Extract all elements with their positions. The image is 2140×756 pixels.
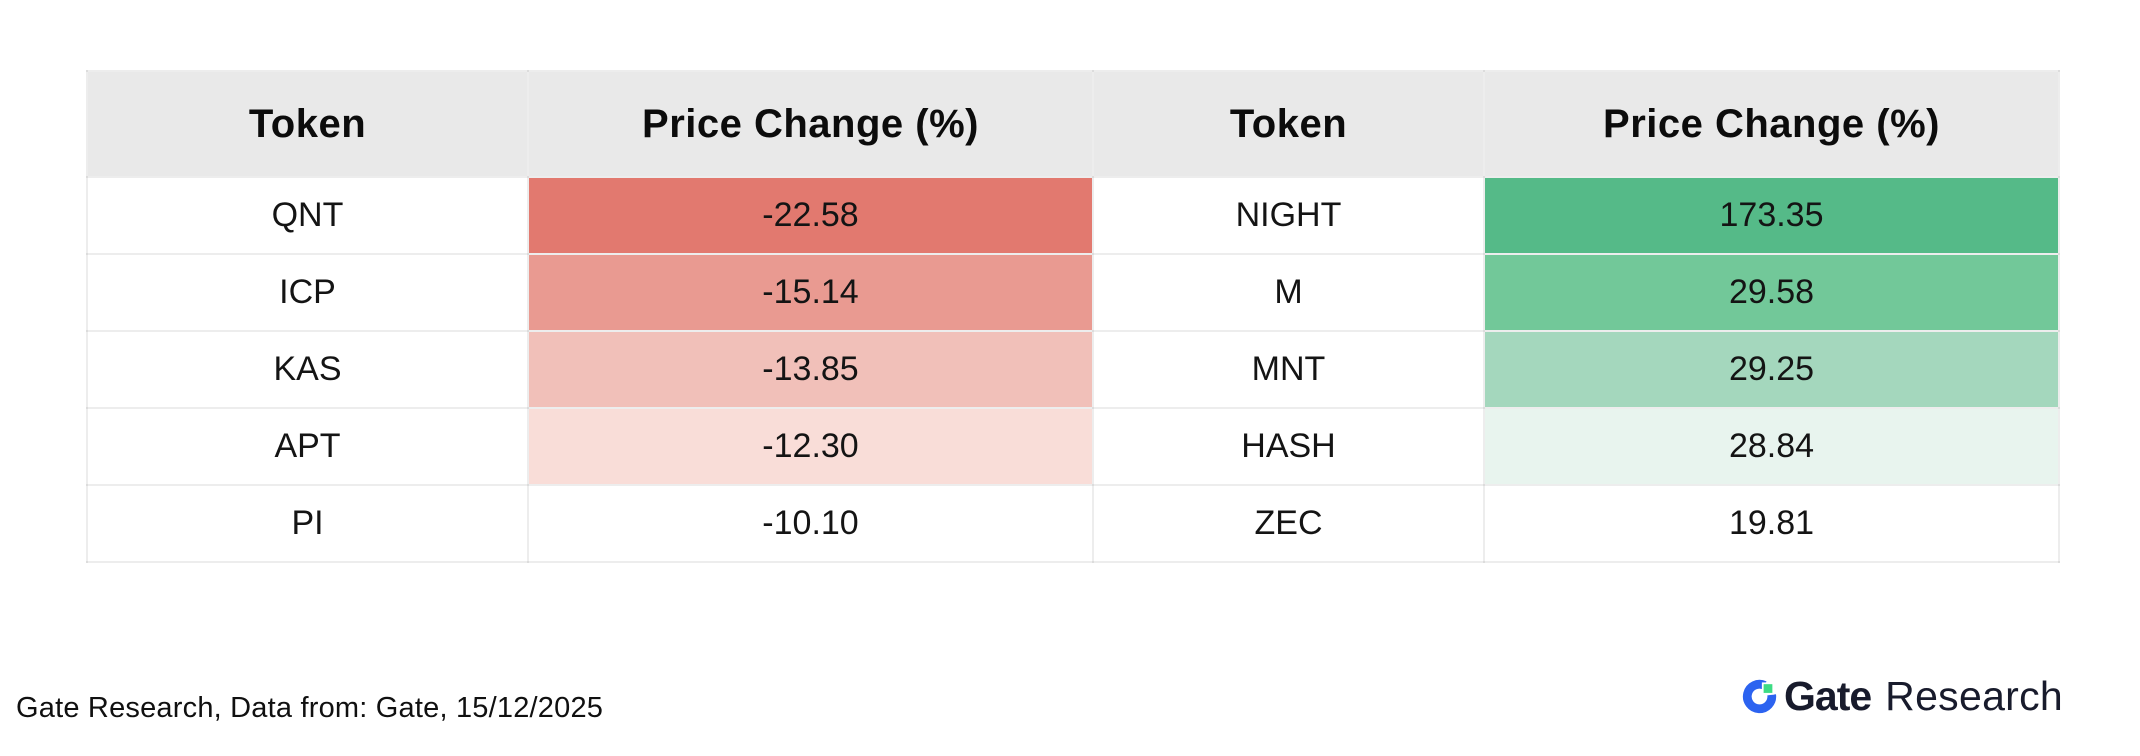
price-change-cell: -12.30 (527, 407, 1094, 486)
token-cell: APT (86, 407, 529, 486)
token-cell: NIGHT (1092, 176, 1485, 255)
price-change-cell: -15.14 (527, 253, 1094, 332)
table-row: KAS -13.85 MNT 29.25 (86, 330, 2060, 409)
price-change-cell: 19.81 (1483, 484, 2060, 563)
token-cell: ZEC (1092, 484, 1485, 563)
price-change-cell: -22.58 (527, 176, 1094, 255)
header-row: Token Price Change (%) Token Price Change (… (86, 70, 2060, 178)
token-cell: ICP (86, 253, 529, 332)
token-cell: QNT (86, 176, 529, 255)
price-change-table: Token Price Change (%) Token Price Change (… (86, 70, 2060, 563)
table-row: PI -10.10 ZEC 19.81 (86, 484, 2060, 563)
table-row: QNT -22.58 NIGHT 173.35 (86, 176, 2060, 255)
token-cell: M (1092, 253, 1485, 332)
token-cell: HASH (1092, 407, 1485, 486)
token-cell: KAS (86, 330, 529, 409)
price-change-cell: 29.58 (1483, 253, 2060, 332)
column-header: Price Change (%) (527, 70, 1094, 178)
price-change-cell: 28.84 (1483, 407, 2060, 486)
price-change-cell: -13.85 (527, 330, 1094, 409)
token-cell: MNT (1092, 330, 1485, 409)
price-change-cell: 29.25 (1483, 330, 2060, 409)
logo-gate-text: Gate (1784, 672, 1872, 719)
column-header: Token (1092, 70, 1485, 178)
source-attribution: Gate Research, Data from: Gate, 15/12/20… (16, 692, 604, 724)
token-cell: PI (86, 484, 529, 563)
column-header: Price Change (%) (1483, 70, 2060, 178)
price-change-cell: 173.35 (1483, 176, 2060, 255)
table-row: APT -12.30 HASH 28.84 (86, 407, 2060, 486)
gate-logo-icon (1742, 679, 1777, 713)
table-row: ICP -15.14 M 29.58 (86, 253, 2060, 332)
column-header: Token (86, 70, 529, 178)
gate-research-logo: Gate Research (1742, 672, 2063, 720)
price-change-cell: -10.10 (527, 484, 1094, 563)
logo-research-text: Research (1885, 672, 2064, 719)
